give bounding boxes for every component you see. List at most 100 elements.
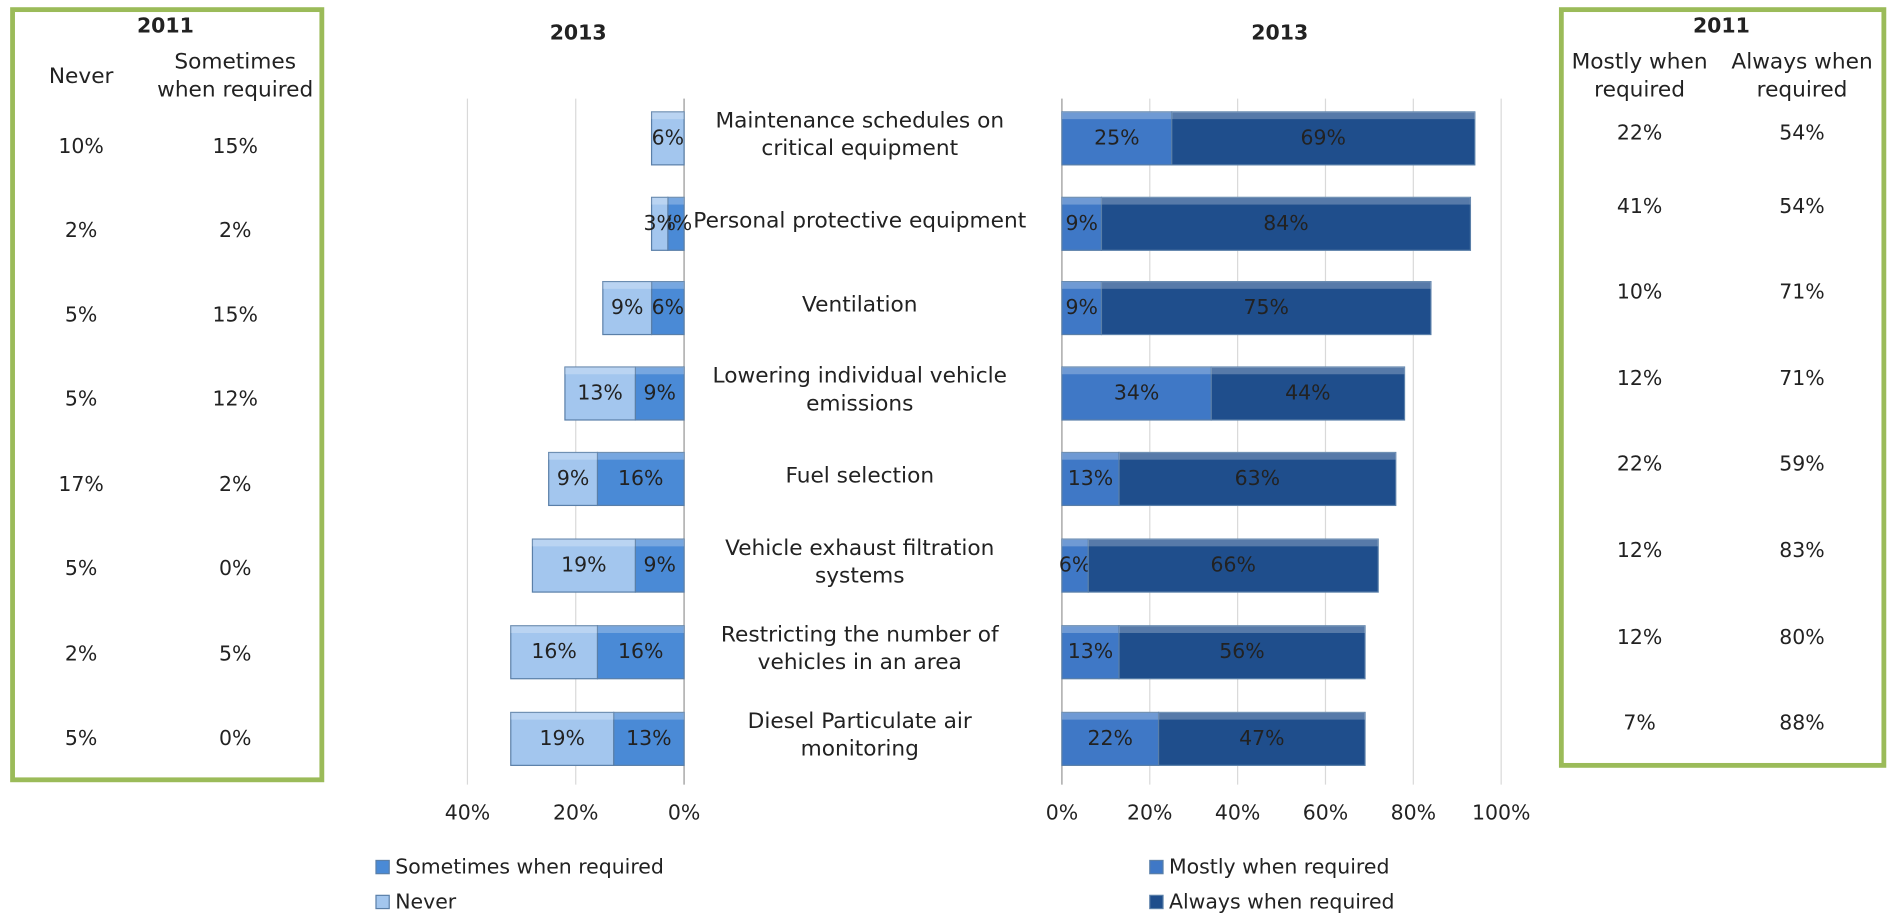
- table-cell: 41%: [1617, 194, 1662, 218]
- value-label: 47%: [1239, 726, 1284, 750]
- bar-shine: [1061, 625, 1120, 633]
- table-cell: 22%: [1617, 121, 1662, 145]
- bar-shine: [667, 197, 685, 205]
- bar: [510, 625, 599, 680]
- x-tick-label: 0%: [668, 801, 700, 825]
- bar: [650, 280, 685, 336]
- bar: [548, 451, 599, 507]
- table-frame: [1558, 7, 1887, 768]
- category-label-box: Vehicle exhaust filtration systems: [725, 535, 995, 589]
- bar-shine: [613, 712, 685, 720]
- column-header: Never: [48, 63, 114, 89]
- table-cell: 17%: [58, 472, 103, 496]
- table-cell: 10%: [1617, 279, 1662, 303]
- table-cell: 12%: [1617, 366, 1662, 390]
- table-cell: 2%: [65, 218, 97, 242]
- bar: [1061, 280, 1103, 336]
- x-tick-label: 20%: [553, 801, 598, 825]
- bar: [634, 366, 685, 421]
- bar-shine: [597, 625, 685, 633]
- value-label: 84%: [1263, 211, 1308, 235]
- category-label: Ventilation: [802, 291, 918, 318]
- bar-shine: [1101, 197, 1471, 205]
- table-cell: 71%: [1779, 279, 1824, 303]
- table-cell: 12%: [1617, 625, 1662, 649]
- table-cell: 15%: [212, 302, 257, 326]
- bar-shine: [651, 197, 668, 205]
- table-cell: 2%: [65, 642, 97, 666]
- legend-swatch: [1149, 894, 1164, 910]
- legend-label: Never: [395, 890, 457, 914]
- bar-shine: [1088, 539, 1379, 547]
- category-label-box: Diesel Particulate air monitoring: [748, 709, 972, 762]
- value-label: 9%: [611, 295, 643, 319]
- table-cell: 54%: [1779, 194, 1824, 218]
- bar-shine: [564, 367, 636, 375]
- value-label: 22%: [1088, 726, 1133, 750]
- bar-shine: [635, 539, 685, 547]
- category-label: Personal protective equipment: [693, 207, 1027, 233]
- bar-shine: [1158, 712, 1366, 720]
- value-label: 9%: [1065, 211, 1097, 235]
- bar: [596, 625, 685, 680]
- x-tick-label: 40%: [445, 801, 490, 825]
- bar-shine: [532, 539, 636, 547]
- column-header-box: Sometimes when required: [157, 49, 313, 102]
- bar-shine: [1061, 111, 1172, 120]
- column-header: Always when required: [1731, 49, 1873, 103]
- value-label: 9%: [643, 553, 675, 577]
- bar: [634, 538, 685, 593]
- category-label: Vehicle exhaust filtration systems: [725, 535, 995, 589]
- bar: [1118, 625, 1366, 680]
- value-label: 9%: [1065, 295, 1097, 319]
- x-tick-label: 0%: [1046, 801, 1078, 825]
- table-title: 2011: [1693, 13, 1750, 37]
- value-label: 19%: [539, 726, 584, 750]
- bar: [1061, 196, 1103, 251]
- bar: [1061, 625, 1120, 680]
- bar-shine: [1061, 539, 1089, 547]
- bar-shine: [1171, 111, 1475, 120]
- bar-shine: [510, 712, 614, 720]
- bar: [1061, 111, 1173, 166]
- column-header-box: Always when required: [1731, 49, 1873, 103]
- table-cell: 22%: [1617, 452, 1662, 476]
- value-label: 75%: [1243, 295, 1288, 319]
- chart-title: 2013: [1251, 21, 1308, 45]
- legend-label: Always when required: [1169, 890, 1394, 914]
- table-cell: 5%: [65, 302, 97, 326]
- table-cell: 5%: [65, 387, 97, 411]
- legend-label: Sometimes when required: [395, 855, 664, 879]
- value-label: 69%: [1301, 125, 1346, 149]
- category-label-box: Fuel selection: [785, 463, 934, 488]
- x-tick-label: 80%: [1391, 801, 1436, 825]
- x-tick-label: 100%: [1472, 801, 1530, 825]
- bar: [564, 366, 636, 421]
- bar: [1118, 451, 1397, 507]
- value-label: 6%: [652, 125, 684, 149]
- bar-shine: [1061, 452, 1120, 460]
- bar-shine: [1061, 712, 1159, 720]
- chart-title: 2013: [550, 21, 607, 45]
- legend-swatch: [375, 859, 390, 875]
- value-label: 6%: [1059, 553, 1091, 577]
- bar: [510, 711, 615, 766]
- legend-swatch: [375, 894, 390, 910]
- bar-shine: [1101, 281, 1431, 289]
- bar-shine: [602, 281, 652, 289]
- bar-shine: [635, 367, 685, 375]
- bar: [1087, 538, 1379, 593]
- table-cell: 0%: [219, 556, 251, 580]
- category-label-box: Maintenance schedules on critical equipm…: [715, 108, 1005, 162]
- value-label: 56%: [1219, 639, 1264, 663]
- legend-swatch: [1149, 859, 1164, 875]
- category-label: Maintenance schedules on critical equipm…: [715, 108, 1005, 162]
- table-cell: 88%: [1779, 710, 1824, 734]
- table-cell: 59%: [1779, 452, 1824, 476]
- category-label-box: Ventilation: [802, 291, 918, 318]
- category-label-box: Lowering individual vehicle emissions: [713, 363, 1007, 416]
- table-cell: 5%: [219, 642, 251, 666]
- value-label: 3%: [643, 211, 675, 235]
- category-label-box: Restricting the number of vehicles in an…: [721, 622, 999, 675]
